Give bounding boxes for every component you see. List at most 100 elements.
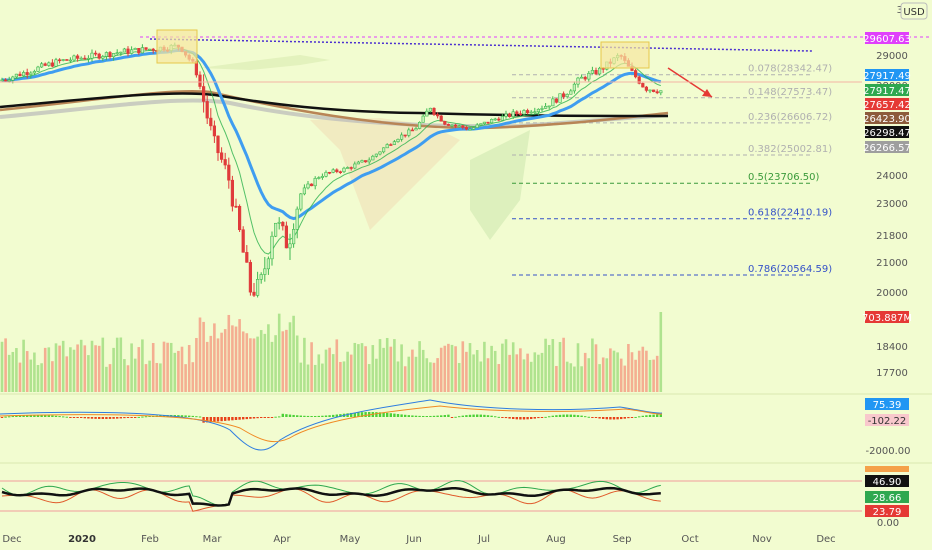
price-candle	[482, 121, 487, 125]
price-candle	[479, 123, 483, 127]
candle-body	[202, 86, 206, 102]
macd-histogram-bar	[425, 415, 428, 417]
candle-body	[561, 93, 566, 97]
price-candle	[536, 108, 540, 116]
volume-bar	[378, 339, 382, 392]
candle-body	[345, 167, 350, 169]
price-badge-box	[865, 98, 909, 110]
macd-histogram-bar	[105, 417, 108, 419]
price-candle	[410, 127, 415, 132]
macd-histogram-bar	[162, 415, 166, 417]
candle-body	[209, 117, 213, 127]
volume-bar	[421, 349, 425, 392]
macd-histogram-bar	[530, 417, 533, 420]
price-candle	[238, 204, 242, 232]
price-candle	[378, 151, 382, 156]
price-candle	[198, 71, 202, 90]
volume-bar	[616, 352, 619, 392]
price-candle	[61, 58, 65, 62]
x-tick-label: Oct	[681, 534, 698, 545]
macd-histogram-bar	[328, 415, 331, 417]
ichimoku-cloud	[200, 55, 530, 240]
candle-body	[234, 205, 238, 208]
currency-badge[interactable]: USD	[900, 2, 928, 20]
candle-body	[97, 53, 101, 59]
macd-histogram-bar	[612, 417, 616, 420]
macd-histogram-bar	[576, 415, 580, 417]
candle-body	[342, 167, 346, 173]
volume-bar	[598, 364, 601, 392]
price-candle	[83, 55, 87, 60]
volume-bar	[436, 358, 439, 392]
price-badge-box	[865, 126, 909, 138]
price-candle	[590, 66, 594, 75]
price-badge: 27657.42	[863, 98, 911, 111]
candle-body	[522, 110, 526, 115]
price-candle	[353, 161, 357, 170]
macd-pane	[0, 399, 663, 451]
candle-body	[273, 222, 278, 237]
price-candle	[597, 66, 602, 76]
macd-histogram-bar	[652, 414, 655, 417]
volume-bar	[483, 341, 486, 392]
cloud-segment	[200, 55, 330, 70]
macd-histogram-bar	[198, 416, 202, 418]
x-tick-label: Nov	[752, 534, 772, 545]
macd-histogram-bar	[177, 415, 180, 417]
macd-histogram-bar	[101, 417, 104, 419]
volume-bar	[501, 343, 504, 392]
price-candle	[446, 123, 451, 126]
candle-body	[540, 108, 544, 110]
price-candle	[468, 126, 472, 131]
macd-histogram-bar	[116, 417, 119, 419]
y-tick-label: 24000	[876, 171, 908, 182]
price-badge: 26298.47	[863, 126, 911, 139]
price-axis[interactable]: 2900028000270002400023000218002100020000…	[862, 2, 928, 529]
price-candle	[385, 143, 389, 149]
volume-bar	[22, 339, 25, 392]
time-axis[interactable]: Dec 2020 Feb Mar Apr May Jun Jul Aug Sep Oct Nov Dec	[2, 534, 835, 545]
price-candle	[327, 171, 332, 175]
macd-histogram-bar	[447, 414, 450, 417]
macd-histogram-bar	[148, 415, 151, 417]
candle-body	[57, 59, 62, 62]
volume-bar	[479, 361, 483, 392]
candle-body	[576, 77, 580, 85]
candle-body	[54, 59, 58, 67]
volume-bar	[641, 346, 645, 392]
price-candle	[486, 121, 490, 124]
macd-histogram-bar	[645, 415, 648, 417]
candle-body	[450, 124, 454, 127]
volume-bar	[130, 343, 133, 392]
macd-histogram-bar	[296, 415, 299, 417]
volume-bar	[648, 359, 652, 392]
annotations[interactable]	[0, 29, 932, 98]
candle-body	[558, 93, 562, 103]
osc-badge-box	[865, 505, 909, 517]
volume-bar	[634, 359, 637, 392]
candle-body	[94, 52, 98, 55]
candle-body	[385, 144, 389, 149]
price-candle	[461, 124, 465, 130]
x-tick-label: Mar	[203, 534, 223, 545]
macd-histogram-bar	[609, 417, 612, 420]
volume-bar	[357, 344, 360, 392]
candle-body	[133, 47, 137, 51]
price-candle	[302, 184, 307, 196]
price-candle	[273, 222, 278, 238]
candle-body	[230, 179, 235, 207]
price-candle	[324, 170, 328, 178]
macd-histogram-bar	[26, 415, 29, 417]
volume-bar	[11, 351, 15, 392]
volume-bar	[447, 343, 450, 392]
volume-bar	[94, 345, 97, 392]
volume-bar	[220, 332, 223, 392]
osc-main-line	[1, 486, 661, 507]
price-candle	[76, 54, 80, 62]
volume-bar	[594, 344, 598, 392]
candle-body	[119, 51, 123, 54]
fibonacci-retracement[interactable]: 0.078(28342.47) 0.148(27573.47) 0.236(2660…	[512, 64, 832, 276]
price-candle	[14, 73, 18, 79]
macd-histogram-bar	[594, 417, 598, 418]
